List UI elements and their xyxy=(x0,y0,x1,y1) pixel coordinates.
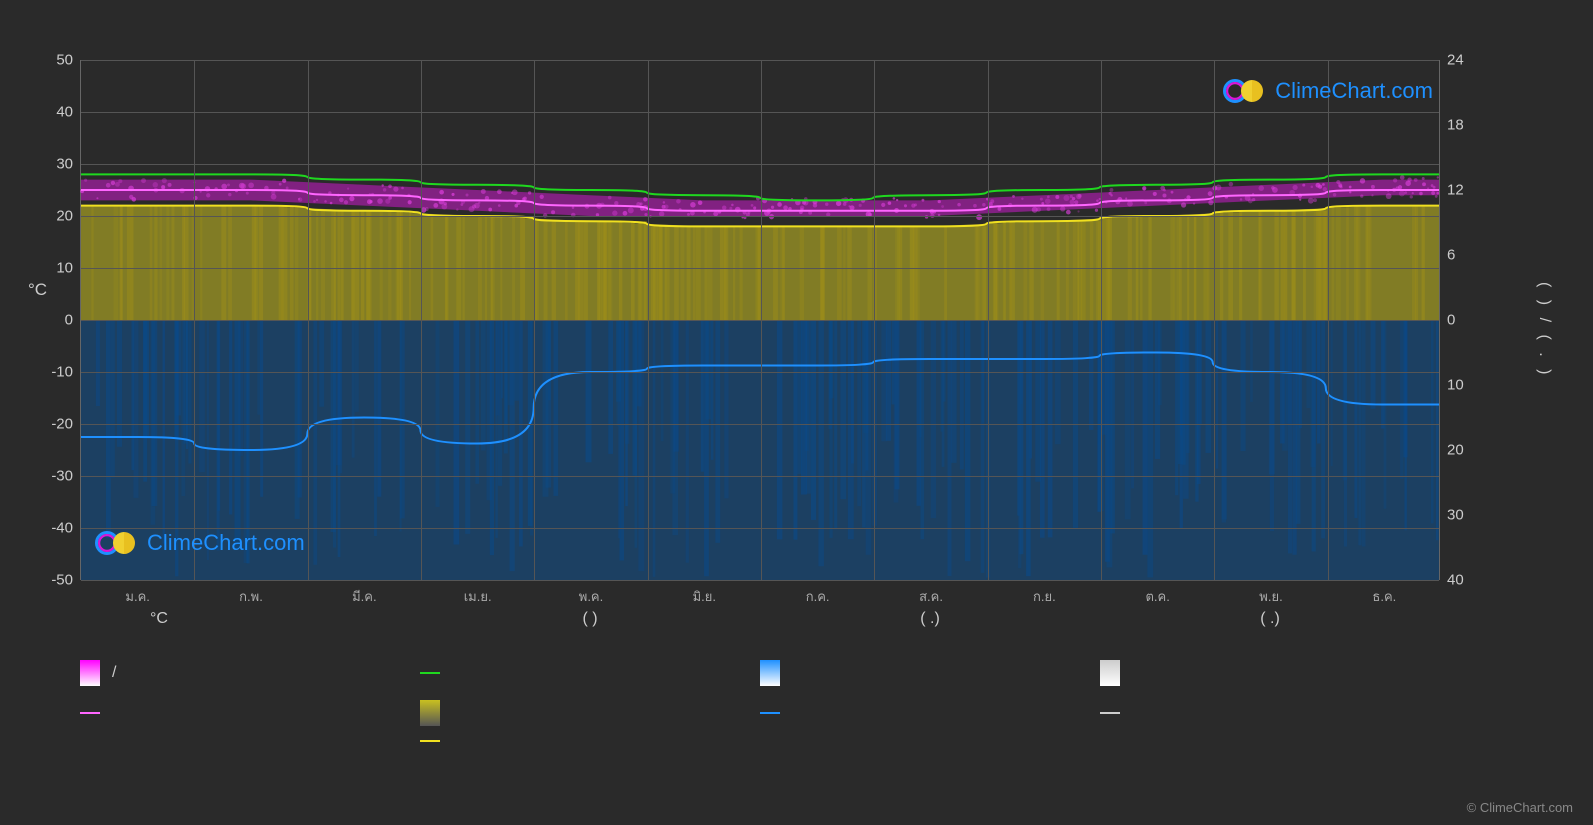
legend-item xyxy=(80,700,420,726)
legend-swatch-grey-box xyxy=(1100,660,1120,686)
legend-item xyxy=(420,700,760,726)
watermark-top: ClimeChart.com xyxy=(1223,78,1433,104)
y-tick-left: -50 xyxy=(51,572,73,589)
legend-swatch-min-line xyxy=(420,740,440,742)
y-tick-right: 12 xyxy=(1447,182,1464,199)
legend-swatch-max-line xyxy=(420,672,440,674)
y-tick-right: 6 xyxy=(1447,247,1455,264)
x-tick: ก.ย. xyxy=(1033,586,1056,607)
legend-row-1: / xyxy=(80,660,1440,686)
y-tick-left: 40 xyxy=(56,104,73,121)
plot-area: 50403020100-10-20-30-40-5024181260102030… xyxy=(80,60,1440,580)
x-tick: ส.ค. xyxy=(919,586,943,607)
legend-header-4: ( .) xyxy=(1260,610,1280,628)
legend-header-row: °C ( ) ( .) ( .) xyxy=(80,610,1440,628)
legend-swatch-avg-line xyxy=(80,712,100,714)
y-axis-left-label: °C xyxy=(28,280,47,300)
y-tick-right: 10 xyxy=(1447,377,1464,394)
y-tick-left: 20 xyxy=(56,208,73,225)
y-tick-left: -30 xyxy=(51,468,73,485)
y-tick-left: 50 xyxy=(56,52,73,69)
y-tick-left: -20 xyxy=(51,416,73,433)
y-axis-right-lower: / ( . ) xyxy=(1536,317,1553,378)
y-tick-right: 24 xyxy=(1447,52,1464,69)
x-tick: ก.พ. xyxy=(239,586,263,607)
watermark-logo-icon xyxy=(1223,78,1267,104)
legend-label: / xyxy=(112,664,116,682)
legend-swatch-precip-line xyxy=(760,712,780,714)
x-tick: ม.ค. xyxy=(125,586,150,607)
y-tick-left: 0 xyxy=(65,312,73,329)
y-tick-left: -10 xyxy=(51,364,73,381)
legend-row-2 xyxy=(80,700,1440,726)
footer-copyright: © ClimeChart.com xyxy=(1467,800,1573,815)
x-tick: ต.ค. xyxy=(1145,586,1169,607)
y-tick-left: 10 xyxy=(56,260,73,277)
x-tick: เม.ย. xyxy=(464,586,492,607)
legend-item xyxy=(760,660,1100,686)
legend-swatch-sun-box xyxy=(420,700,440,726)
y-tick-right: 20 xyxy=(1447,442,1464,459)
chart-plot-area: 50403020100-10-20-30-40-5024181260102030… xyxy=(80,60,1440,580)
watermark-logo-icon xyxy=(95,530,139,556)
x-tick: ก.ค. xyxy=(806,586,830,607)
y-axis-right-label: ( ) / ( . ) xyxy=(1535,200,1553,460)
y-axis-right-upper: ( ) xyxy=(1536,282,1553,309)
legend-item xyxy=(1100,660,1440,686)
legend-header-3: ( .) xyxy=(920,610,940,628)
y-tick-left: 30 xyxy=(56,156,73,173)
legend-item xyxy=(1100,700,1440,726)
y-tick-right: 30 xyxy=(1447,507,1464,524)
legend-row-3 xyxy=(80,740,1440,742)
legend-swatch-precip-box xyxy=(760,660,780,686)
watermark-text: ClimeChart.com xyxy=(1275,78,1433,104)
legend-item xyxy=(420,660,760,686)
legend-swatch-temp-band xyxy=(80,660,100,686)
legend-header-1: °C xyxy=(150,610,168,628)
x-tick: มิ.ย. xyxy=(693,586,716,607)
x-tick: ธ.ค. xyxy=(1372,586,1396,607)
y-tick-right: 0 xyxy=(1447,312,1455,329)
watermark-bottom: ClimeChart.com xyxy=(95,530,305,556)
x-tick: พ.ค. xyxy=(579,586,604,607)
legend-item: / xyxy=(80,660,420,686)
y-tick-right: 18 xyxy=(1447,117,1464,134)
watermark-text: ClimeChart.com xyxy=(147,530,305,556)
x-tick: มี.ค. xyxy=(352,586,377,607)
x-tick: พ.ย. xyxy=(1259,586,1282,607)
legend-swatch-grey-line xyxy=(1100,712,1120,714)
legend-header-2: ( ) xyxy=(582,610,597,628)
legend-item xyxy=(420,740,760,742)
y-tick-right: 40 xyxy=(1447,572,1464,589)
legend-item xyxy=(760,700,1100,726)
y-tick-left: -40 xyxy=(51,520,73,537)
